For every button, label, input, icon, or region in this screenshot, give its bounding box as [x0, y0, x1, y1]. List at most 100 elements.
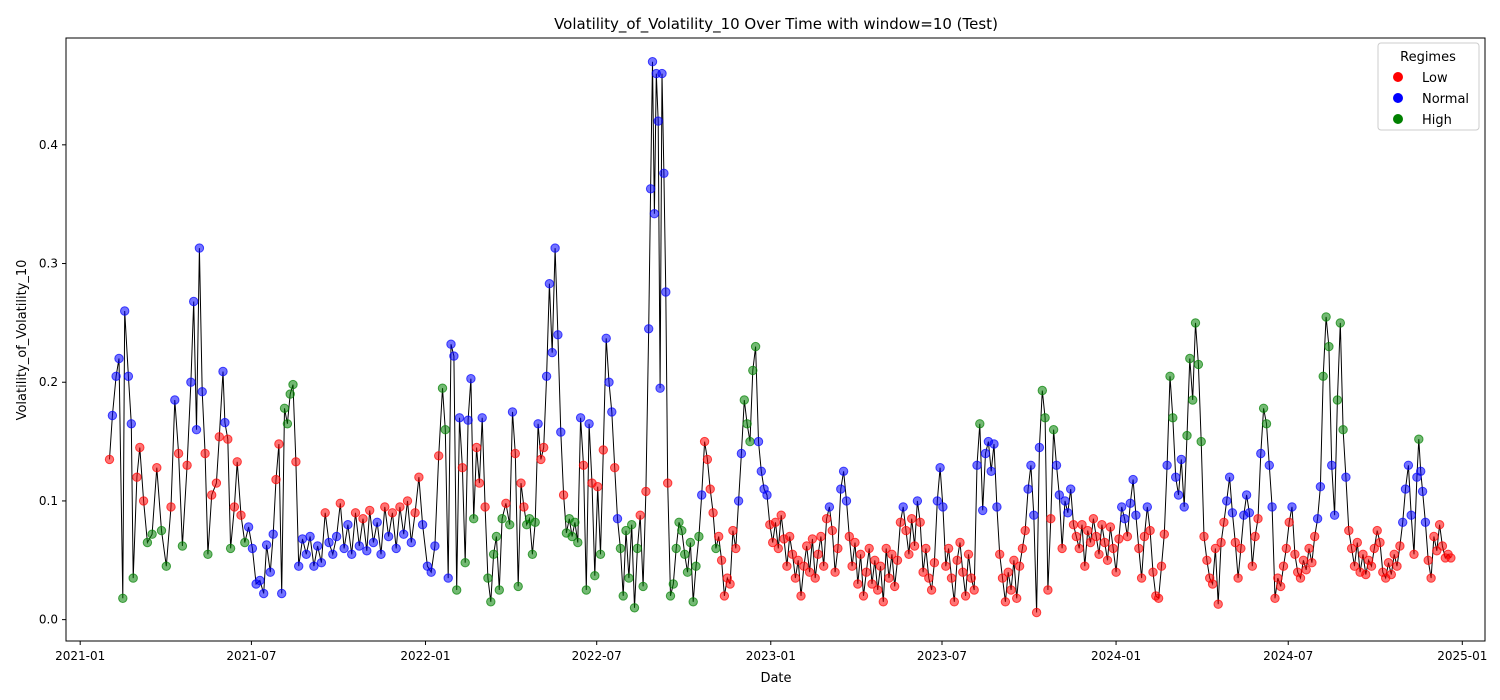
data-point-low: [1409, 549, 1419, 559]
y-tick-label: 0.2: [39, 375, 58, 389]
data-point-low: [1290, 549, 1300, 559]
data-point-low: [229, 502, 240, 512]
data-point-low: [864, 543, 874, 554]
data-point-low: [847, 561, 857, 571]
data-point-high: [282, 419, 293, 429]
data-point-low: [1091, 531, 1101, 542]
data-point-low: [929, 558, 940, 568]
data-point-normal: [1241, 490, 1252, 500]
data-point-normal: [932, 496, 942, 506]
data-point-low: [138, 496, 149, 506]
data-point-low: [457, 463, 468, 473]
data-point-high: [225, 543, 236, 554]
data-point-low: [1307, 558, 1317, 568]
data-point-normal: [1420, 517, 1431, 527]
data-point-normal: [1054, 490, 1065, 500]
data-point-low: [1446, 553, 1456, 563]
data-point-high: [682, 567, 693, 577]
data-point-low: [1375, 537, 1385, 548]
data-point-low: [539, 442, 549, 453]
data-point-normal: [220, 417, 230, 428]
data-point-normal: [426, 567, 436, 577]
data-point-normal: [339, 543, 349, 554]
data-point-normal: [331, 531, 342, 542]
data-point-high: [711, 543, 721, 554]
data-point-normal: [1312, 514, 1323, 524]
data-point-low: [135, 442, 145, 453]
data-point-low: [1139, 531, 1150, 542]
x-tick-label: 2022-01: [400, 649, 450, 663]
data-point-low: [924, 573, 934, 583]
data-point-normal: [191, 425, 202, 435]
data-point-normal: [247, 543, 258, 554]
data-point-low: [410, 508, 420, 518]
data-point-normal: [347, 549, 357, 559]
data-point-normal: [417, 520, 428, 530]
series-line: [109, 61, 1452, 613]
data-point-low: [1100, 537, 1110, 548]
data-point-high: [595, 549, 606, 559]
data-point-normal: [277, 588, 287, 599]
data-point-low: [1213, 599, 1223, 609]
data-point-low: [1003, 567, 1013, 577]
data-point-low: [1361, 569, 1371, 580]
data-point-low: [810, 573, 820, 583]
data-point-high: [161, 561, 172, 571]
data-point-normal: [1222, 496, 1232, 506]
data-point-high: [530, 517, 540, 527]
data-point-normal: [1417, 486, 1428, 497]
data-point-low: [870, 555, 880, 565]
data-point-low: [1068, 520, 1079, 530]
data-point-low: [773, 543, 783, 554]
data-point-normal: [838, 466, 849, 476]
data-point-normal: [612, 514, 623, 524]
data-point-low: [995, 549, 1005, 559]
data-point-high: [279, 403, 290, 413]
data-point-high: [497, 514, 507, 524]
data-point-high: [156, 525, 167, 536]
data-point-normal: [553, 330, 563, 340]
data-point-normal: [309, 561, 319, 571]
data-point-normal: [898, 502, 908, 512]
data-point-low: [1097, 520, 1107, 530]
data-point-low: [1017, 543, 1028, 554]
data-point-normal: [1341, 472, 1351, 482]
data-point-low: [770, 517, 781, 527]
data-point-low: [663, 478, 673, 488]
data-point-normal: [1416, 466, 1426, 476]
data-point-normal: [443, 573, 453, 583]
data-point-low: [1111, 567, 1121, 577]
y-tick-label: 0.3: [39, 257, 58, 271]
data-point-normal: [170, 395, 180, 405]
data-point-normal: [1227, 508, 1238, 518]
data-point-low: [844, 531, 854, 542]
data-point-low: [320, 508, 330, 518]
data-point-high: [1261, 419, 1272, 429]
data-point-normal: [466, 374, 476, 384]
legend-box: [1377, 42, 1480, 131]
data-point-normal: [399, 529, 409, 539]
data-point-normal: [657, 68, 667, 79]
data-point-normal: [1176, 454, 1187, 465]
data-point-high: [1185, 353, 1195, 364]
data-point-low: [1270, 593, 1280, 603]
data-point-low: [200, 448, 210, 459]
data-point-high: [581, 585, 591, 595]
data-point-low: [1207, 579, 1218, 589]
data-point-low: [1134, 543, 1144, 554]
data-point-normal: [265, 567, 275, 577]
data-point-normal: [1244, 508, 1255, 518]
data-point-low: [1006, 585, 1016, 595]
data-point-normal: [836, 484, 846, 494]
data-point-low: [1395, 541, 1405, 551]
data-point-low: [1344, 525, 1354, 536]
data-point-low: [833, 543, 843, 554]
data-point-high: [488, 549, 499, 559]
data-point-normal: [659, 168, 669, 179]
data-point-high: [629, 603, 640, 613]
data-point-high: [505, 520, 515, 530]
data-point-low: [1156, 561, 1167, 571]
data-point-low: [1083, 525, 1093, 536]
data-point-low: [1310, 531, 1320, 542]
data-point-high: [621, 525, 631, 536]
